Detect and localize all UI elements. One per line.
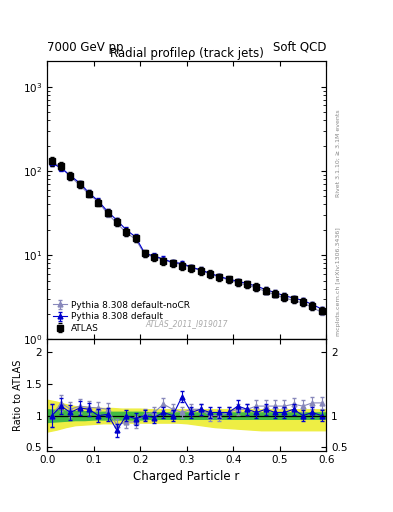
Title: Radial profileρ (track jets): Radial profileρ (track jets)	[110, 47, 264, 60]
Text: ATLAS_2011_I919017: ATLAS_2011_I919017	[145, 319, 228, 328]
Y-axis label: Ratio to ATLAS: Ratio to ATLAS	[13, 359, 23, 431]
Text: Soft QCD: Soft QCD	[273, 41, 326, 54]
Text: 7000 GeV pp: 7000 GeV pp	[47, 41, 124, 54]
Text: mcplots.cern.ch [arXiv:1306.3436]: mcplots.cern.ch [arXiv:1306.3436]	[336, 227, 341, 336]
X-axis label: Charged Particle r: Charged Particle r	[134, 470, 240, 483]
Legend: Pythia 8.308 default-noCR, Pythia 8.308 default, ATLAS: Pythia 8.308 default-noCR, Pythia 8.308 …	[51, 299, 191, 335]
Text: Rivet 3.1.10; ≥ 3.1M events: Rivet 3.1.10; ≥ 3.1M events	[336, 110, 341, 198]
